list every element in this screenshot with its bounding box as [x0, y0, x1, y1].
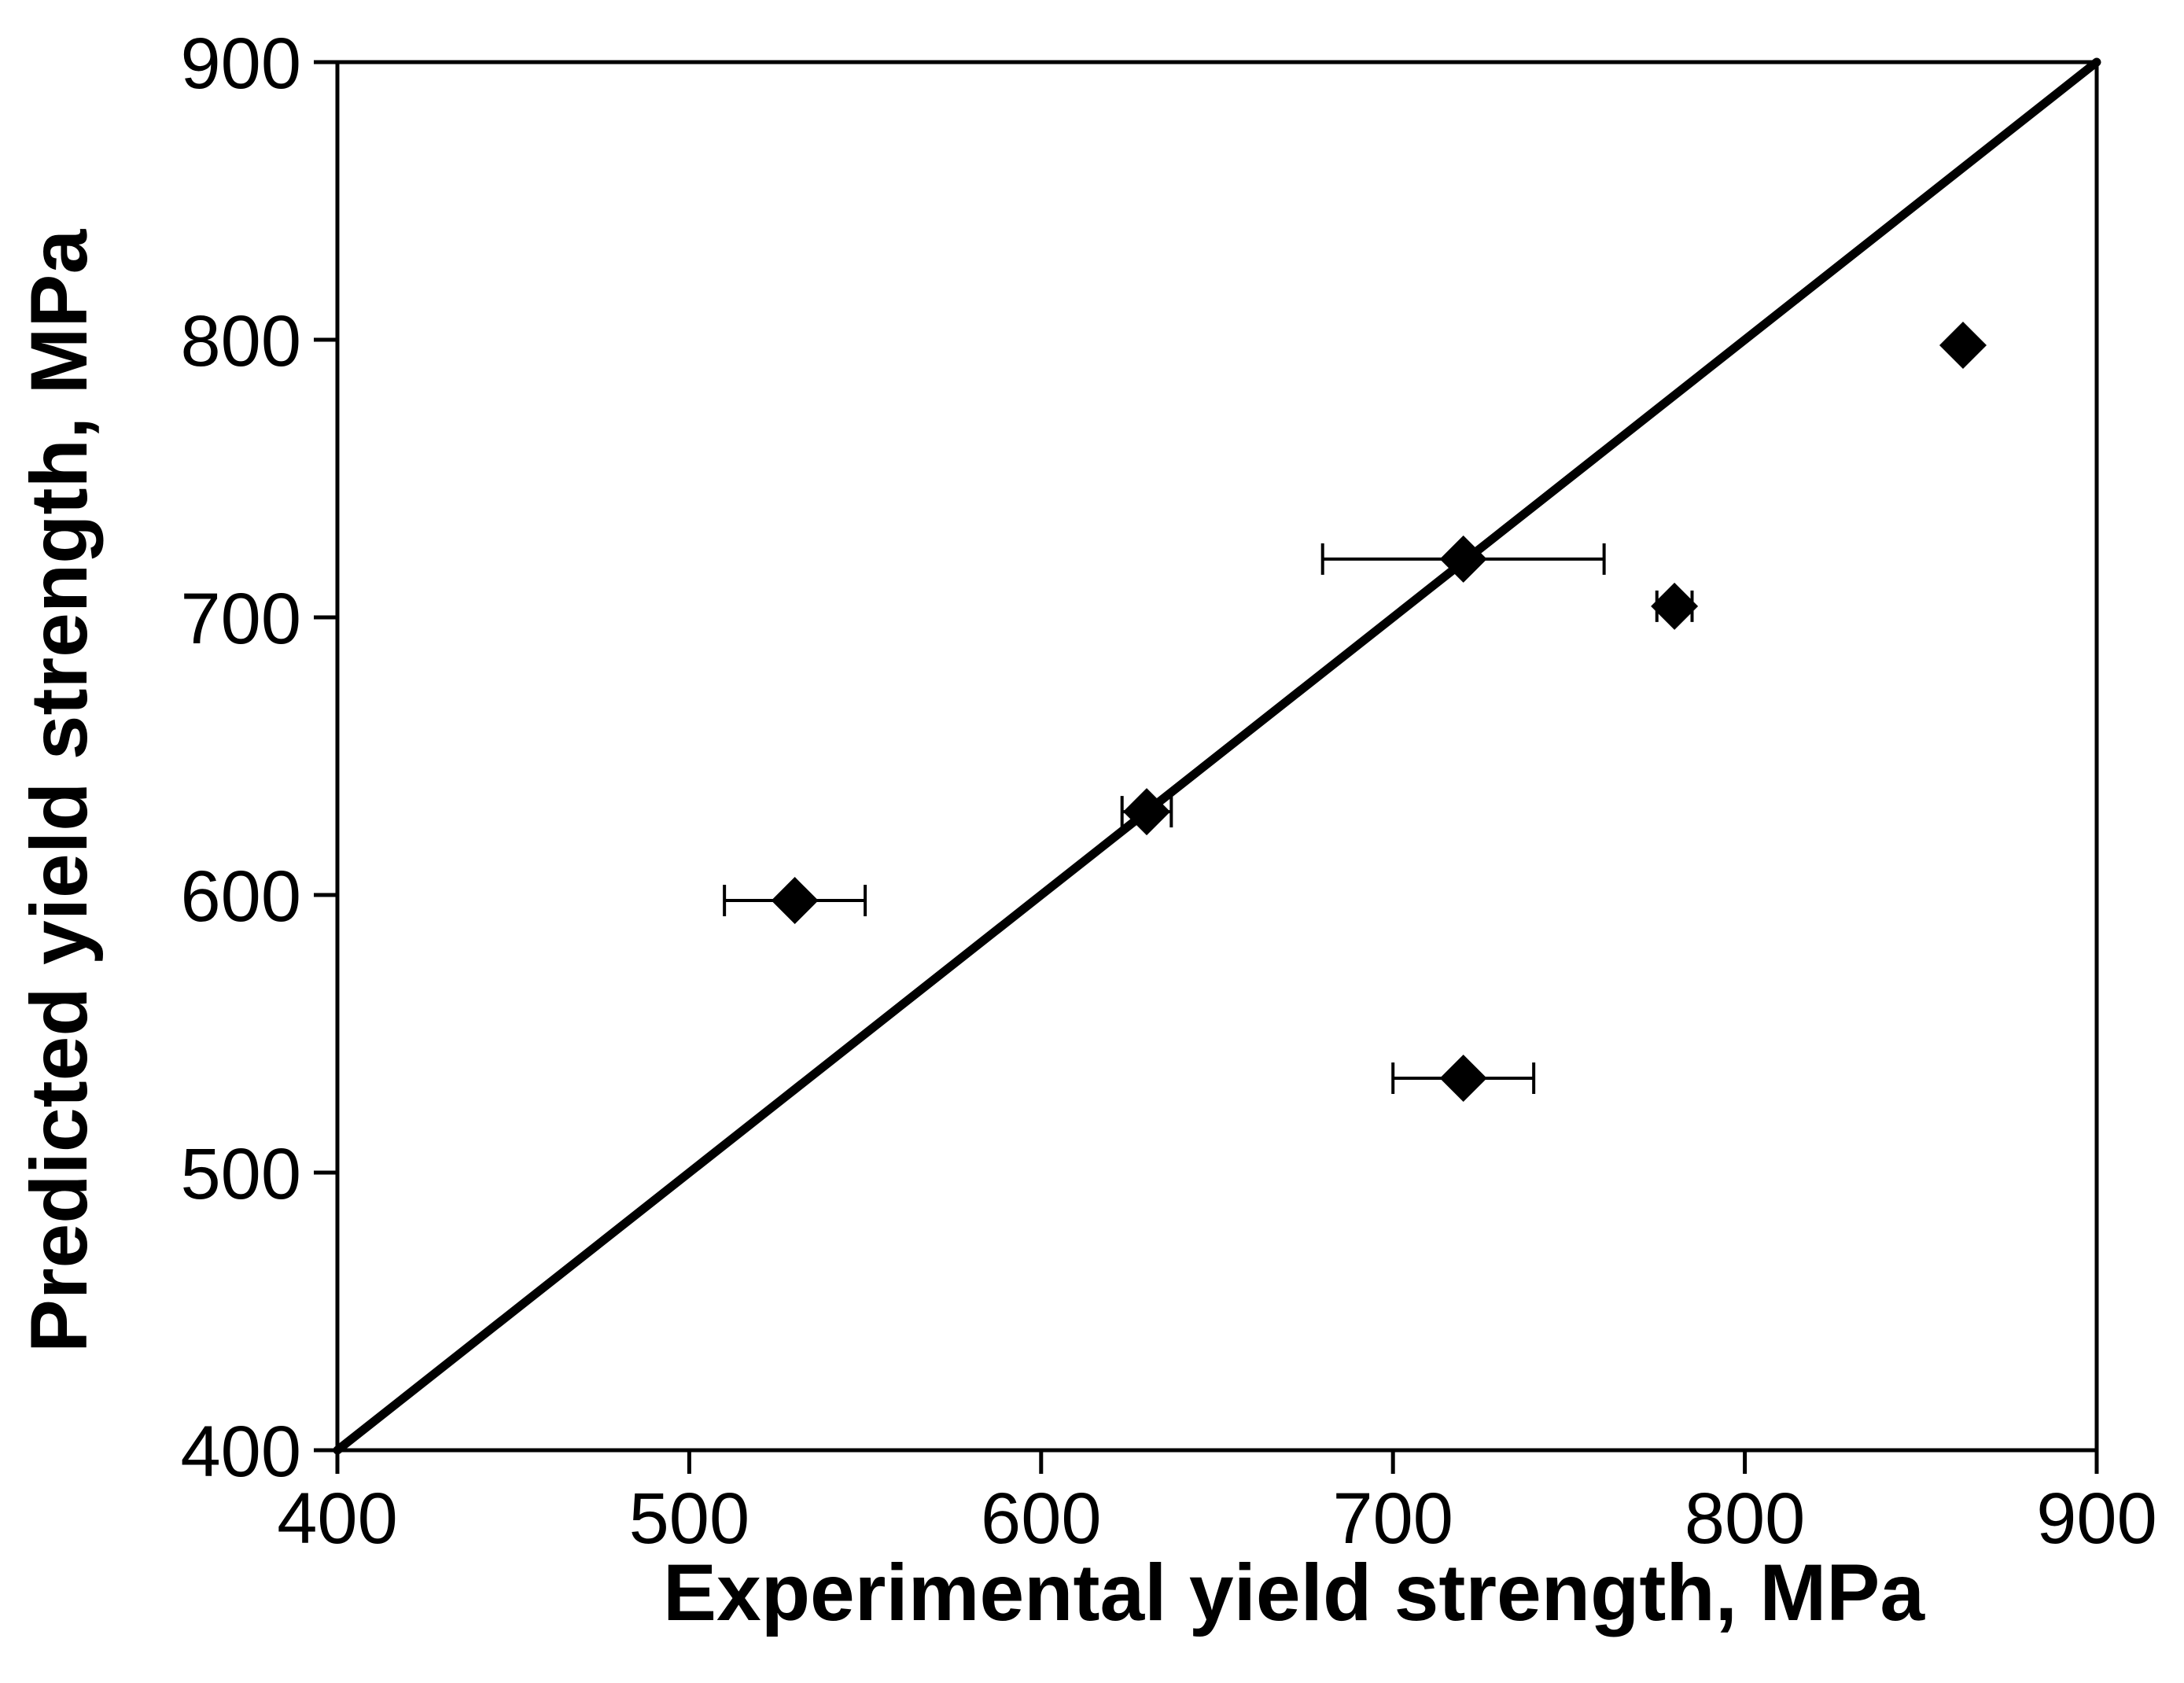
y-axis-title: Predicted yield strength, MPa: [14, 229, 104, 1353]
x-tick-label: 500: [629, 1479, 750, 1559]
error-bars: [723, 543, 1694, 1094]
x-axis-ticks: 400 500 600 700 800 900: [277, 1450, 2157, 1559]
y-tick-label: 600: [181, 856, 302, 937]
x-tick-label: 600: [981, 1479, 1102, 1559]
data-point-diamond: [1439, 1054, 1487, 1102]
reference-line-y-equals-x: [333, 57, 2101, 1455]
y-tick-label: 700: [181, 579, 302, 659]
plot-frame: [335, 60, 2099, 1453]
x-tick-label: 400: [277, 1479, 398, 1559]
y-tick-label: 800: [181, 301, 302, 381]
data-point-diamond: [771, 877, 819, 925]
y-tick-label: 900: [181, 24, 302, 104]
data-point-diamond: [1123, 788, 1171, 836]
data-point-diamond: [1939, 322, 1987, 370]
x-tick-label: 900: [2036, 1479, 2157, 1559]
y-axis-ticks: 400 500 600 700 800 900: [181, 24, 337, 1492]
x-axis-title: Experimental yield strength, MPa: [663, 1548, 1925, 1637]
y-tick-label: 500: [181, 1134, 302, 1214]
x-tick-label: 700: [1332, 1479, 1453, 1559]
data-points: [771, 322, 1987, 1102]
data-point-diamond: [1439, 535, 1487, 583]
y-tick-label: 400: [181, 1412, 302, 1492]
reference-line-group: [333, 57, 2101, 1455]
data-point-diamond: [1651, 582, 1699, 630]
x-tick-label: 800: [1685, 1479, 1806, 1559]
